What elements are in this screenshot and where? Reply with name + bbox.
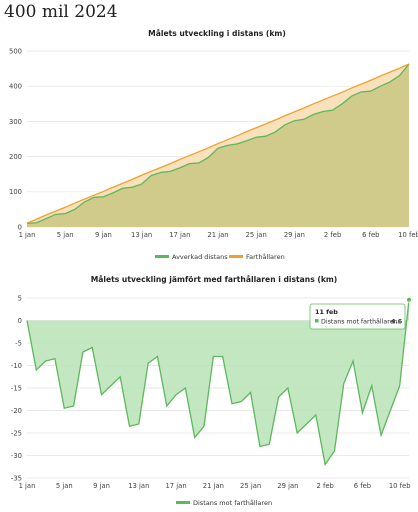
distance-vs-pacer-chart: Målets utveckling jämfört med farthållar…	[0, 272, 418, 502]
tooltip-label: Distans mot farthållaren:	[321, 317, 400, 326]
y-tick-label: 100	[9, 188, 22, 196]
x-tick-label: 25 jan	[240, 482, 261, 490]
chart2-x-axis: 1 jan 5 jan 9 jan 13 jan 17 jan 21 jan 25 jan 2…	[19, 482, 411, 490]
x-tick-label: 9 jan	[93, 482, 110, 490]
chart2-title: Målets utveckling jämfört med farthållar…	[91, 275, 338, 284]
x-tick-label: 5 jan	[57, 231, 74, 239]
x-tick-label: 1 jan	[19, 482, 36, 490]
highlight-point[interactable]	[407, 297, 412, 302]
chart2-y-axis: 50-5-10-15-20-25-30-35	[11, 294, 22, 482]
y-tick-label: -20	[11, 407, 22, 415]
distance-progress-chart: Målets utveckling i distans (km) 0100200…	[0, 24, 418, 254]
chart1-title: Målets utveckling i distans (km)	[148, 29, 286, 38]
x-tick-label: 17 jan	[165, 482, 186, 490]
x-tick-label: 29 jan	[284, 231, 305, 239]
legend-label-distans-mot-farthallaren[interactable]: Distans mot farthållaren	[193, 498, 272, 507]
tooltip-value: 4.6	[391, 319, 403, 326]
y-tick-label: 5	[18, 294, 22, 302]
tooltip-swatch	[315, 319, 319, 323]
y-tick-label: -5	[15, 339, 22, 347]
chart1-legend-box[interactable]: Avverkad distans Farthållaren	[0, 251, 418, 265]
y-tick-label: 0	[18, 317, 22, 325]
tooltip-title: 11 feb	[315, 308, 338, 316]
x-tick-label: 29 jan	[277, 482, 298, 490]
x-tick-label: 6 feb	[362, 231, 379, 239]
legend-label-farthallaren[interactable]: Farthållaren	[246, 252, 285, 261]
page-title: 400 mil 2024	[4, 2, 118, 22]
chart1-x-axis: 1 jan 5 jan 9 jan 13 jan 17 jan 21 jan 25 jan 2…	[19, 231, 418, 239]
x-tick-label: 13 jan	[128, 482, 149, 490]
x-tick-label: 10 feb	[389, 482, 411, 490]
chart2-tooltip: 11 feb Distans mot farthållaren: 4.6	[310, 304, 405, 329]
x-tick-label: 6 feb	[354, 482, 371, 490]
x-tick-label: 2 feb	[316, 482, 333, 490]
y-tick-label: 200	[9, 153, 22, 161]
legend-swatch-avverkad-distans	[155, 255, 169, 258]
x-tick-label: 2 feb	[324, 231, 341, 239]
x-tick-label: 10 feb	[398, 231, 418, 239]
x-tick-label: 1 jan	[19, 231, 36, 239]
x-tick-label: 13 jan	[131, 231, 152, 239]
x-tick-label: 25 jan	[246, 231, 267, 239]
y-tick-label: 500	[9, 47, 22, 55]
x-tick-label: 17 jan	[169, 231, 190, 239]
y-tick-label: -25	[11, 429, 22, 437]
y-tick-label: -15	[11, 384, 22, 392]
legend-swatch-distans-mot-farthallaren	[176, 501, 190, 504]
x-tick-label: 21 jan	[207, 231, 228, 239]
legend-swatch-farthallaren	[229, 255, 243, 258]
x-tick-label: 21 jan	[203, 482, 224, 490]
y-tick-label: 300	[9, 118, 22, 126]
y-tick-label: 400	[9, 83, 22, 91]
chart2-legend-box[interactable]: Distans mot farthållaren	[0, 497, 418, 511]
x-tick-label: 5 jan	[56, 482, 73, 490]
legend-label-avverkad-distans[interactable]: Avverkad distans	[172, 253, 228, 261]
y-tick-label: -30	[11, 452, 22, 460]
y-tick-label: -10	[11, 362, 22, 370]
x-tick-label: 9 jan	[95, 231, 112, 239]
